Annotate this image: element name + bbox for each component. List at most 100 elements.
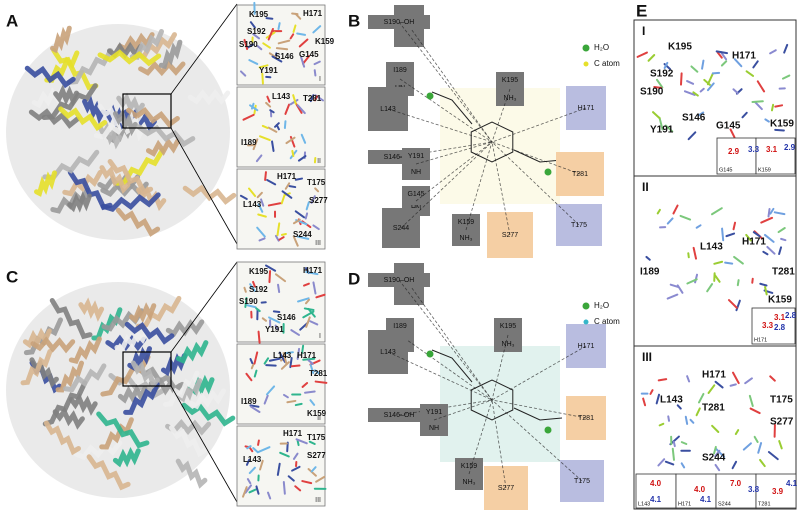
stick [725,232,736,238]
stick [312,224,320,231]
stick [292,218,301,225]
stick [309,364,315,375]
stick [246,478,252,485]
stick [284,351,294,355]
helix [82,95,105,125]
label: S190 [640,87,664,98]
helix [43,420,81,456]
label: 4.1 [700,495,712,504]
stick [274,234,280,242]
stick [300,133,307,144]
h-bond [400,141,493,229]
stick [305,316,311,328]
stick [261,72,264,85]
stick [759,282,768,287]
helix [100,192,161,213]
helix [53,84,79,107]
stick [308,440,316,446]
inset-box [236,261,326,343]
helix [68,392,98,416]
inset-box [236,343,326,425]
stick [692,246,698,260]
stick [294,12,302,20]
stick [257,446,271,453]
stick [296,32,307,36]
h-bond [465,141,493,231]
stick [680,441,688,445]
stick [242,113,255,121]
label: H171 [277,172,297,181]
site-region [440,346,560,462]
stick [727,299,738,309]
stick [265,17,274,20]
stick [259,459,264,471]
helix [112,108,138,137]
stick [655,78,664,89]
label: T281 [702,403,725,414]
residue-group: NH₃ [504,95,517,102]
h-bond [408,283,493,401]
stick [253,351,259,365]
h-bond [468,399,493,475]
stick [257,203,264,213]
stick [748,394,754,408]
stick [291,149,295,157]
stick [305,201,310,211]
label: 3.9 [772,487,784,496]
stick [686,80,695,85]
stick [278,236,285,241]
stick [271,55,283,63]
stick [652,111,661,120]
stick [249,21,256,29]
helix [138,60,186,77]
label: H171 [702,370,726,381]
label: C [6,267,18,286]
stick [291,465,301,472]
stick [296,104,306,115]
label: H₂O [594,43,609,52]
stick [282,480,286,495]
stick [274,273,287,283]
stick [658,422,665,427]
helix [126,106,180,128]
residue-label: I189 [393,323,407,330]
helix [34,170,57,197]
stick [649,389,654,395]
stick [268,316,281,324]
acid-chain [513,149,563,163]
h-bond [387,108,493,143]
label: T281 [772,267,795,278]
stick [264,264,277,272]
stick [672,440,676,448]
stick [778,440,783,450]
stick [714,463,721,472]
label: III [315,240,321,247]
residue-label: K195 [500,323,516,330]
helix [107,158,154,196]
stick [715,447,726,458]
stick [720,60,728,67]
helix [58,106,108,132]
label: 3.1 [774,313,786,322]
stick [664,460,675,466]
label: H171 [678,501,691,507]
stick [292,94,297,105]
label: H171 [303,9,323,18]
stick [280,233,287,236]
helix [52,406,85,430]
stick [280,361,290,370]
stick [252,280,256,288]
label: 2.9 [784,143,796,152]
helix [128,302,157,324]
stick [745,233,752,242]
label: H₂O [594,301,609,310]
stick [302,357,316,361]
helix [51,48,99,91]
residue-label: T175 [571,222,587,229]
helix [130,360,160,390]
stick [315,475,326,483]
label: T281 [303,94,322,103]
stick [706,82,715,92]
zoom-box [122,93,172,129]
stick [310,195,316,204]
